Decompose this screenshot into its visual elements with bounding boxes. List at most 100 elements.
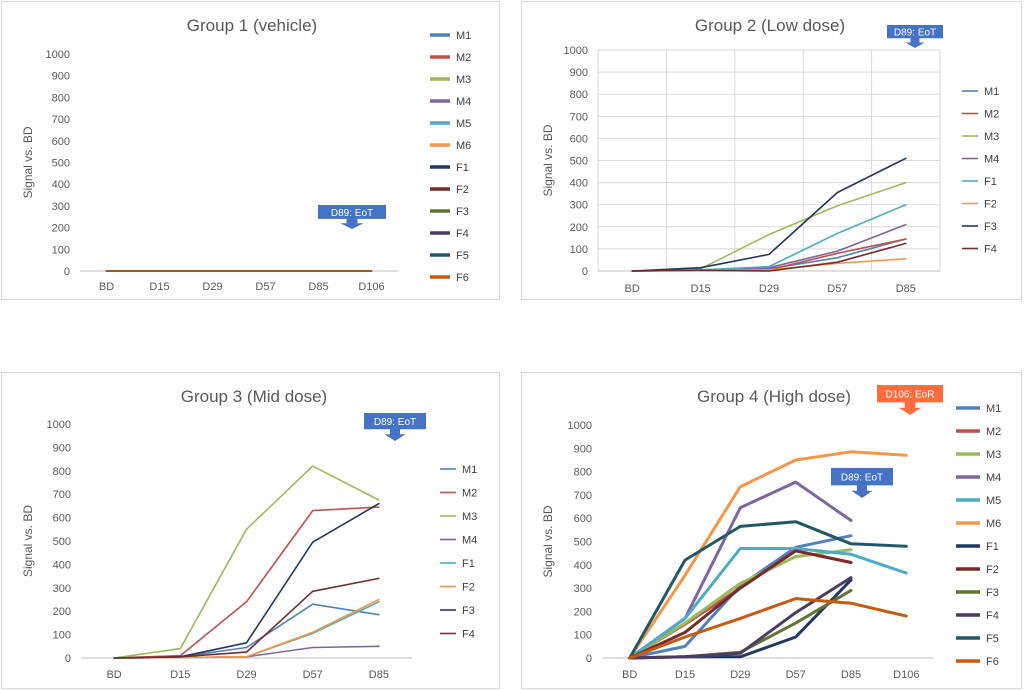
y-tick-label: 300 [53,583,71,595]
y-tick-label: 1000 [46,49,70,61]
legend-label: M3 [462,511,477,523]
y-tick-label: 500 [574,537,592,549]
chart-title: Group 4 (High dose) [697,387,851,406]
legend-label: F1 [986,541,999,553]
legend: M1 M2 M3 M4 M5 M6 F1 F2 F3 F4 F5 F6 [956,403,1001,668]
callout: D89: EoT [831,468,893,498]
y-tick-label: 700 [52,114,70,126]
chart-panel-group-2: Group 2 (Low dose) 0 100 200 300 400 500 600 700… [521,1,1022,300]
legend-label: F2 [456,184,469,196]
legend-label: F4 [456,228,469,240]
x-tick-label: D29 [202,281,222,293]
y-tick-label: 400 [52,179,70,191]
series-line-f3 [631,157,907,272]
legend-label: F1 [456,162,469,174]
legend-label: M4 [986,472,1001,484]
y-tick-label: 500 [52,158,70,170]
legend-label: M4 [462,535,477,547]
y-tick-label: 100 [574,630,592,642]
y-tick-label: 1000 [47,419,71,431]
legend-label: F2 [984,199,997,211]
legend-label: F1 [984,176,997,188]
x-tick-label: D15 [691,283,711,295]
chart-svg: Group 4 (High dose) 0 100 200 300 400 500 600 70… [541,385,1001,681]
y-tick-label: 700 [570,111,588,123]
legend-label: F2 [986,564,999,576]
chart-svg: Group 2 (Low dose) 0 100 200 300 400 500 600 700… [541,16,999,295]
y-tick-label: 600 [574,513,592,525]
chart-title: Group 1 (vehicle) [187,16,317,35]
legend-label: M2 [986,426,1001,438]
y-tick-label: 1000 [568,420,592,432]
callout-arrow [364,413,426,441]
y-tick-label: 400 [574,560,592,572]
chart-panel-group-1: Group 1 (vehicle) 0 100 200 300 400 500 600 700 8… [1,1,500,300]
chart-svg: Group 3 (Mid dose) 0 100 200 300 400 500 600 700… [21,387,477,681]
x-tick-label: D57 [303,669,323,681]
x-tick-label: D29 [759,283,779,295]
legend: M1 M2 M3 M4 F1 F2 F3 F4 [440,464,477,641]
callout-label: D89: EoT [331,208,373,219]
y-tick-label: 200 [570,222,588,234]
series-line-m4 [628,480,853,660]
y-tick-label: 900 [52,71,70,83]
x-tick-label: D85 [896,283,916,295]
legend-label: F3 [986,587,999,599]
x-tick-label: D29 [730,669,750,681]
y-tick-label: 500 [53,536,71,548]
legend-label: M2 [462,488,477,500]
chart-panel-group-3: Group 3 (Mid dose) 0 100 200 300 400 500 600 700… [1,372,500,689]
legend-label: M1 [986,403,1001,415]
x-tick-label: D57 [827,283,847,295]
legend-label: F5 [456,250,469,262]
series-line-f4 [113,577,380,659]
legend-label: M3 [986,449,1001,461]
legend-label: F4 [986,610,999,622]
legend-label: F6 [986,656,999,668]
series-line-f5 [628,520,908,660]
series-line-f3 [113,502,380,659]
legend-label: M2 [456,52,471,64]
y-tick-label: 800 [570,89,588,101]
legend-label: M1 [456,30,471,42]
series-line-f2 [628,549,853,660]
x-tick-label: BD [99,281,114,293]
y-tick-label: 300 [570,200,588,212]
x-tick-label: D85 [841,669,861,681]
series-line-f4 [631,242,907,272]
x-tick-label: BD [622,669,637,681]
legend-label: F6 [456,272,469,284]
legend-label: F4 [462,629,475,641]
y-tick-label: 900 [574,443,592,455]
y-tick-label: 100 [52,244,70,256]
y-tick-label: 600 [570,133,588,145]
series-line-f1 [113,601,380,659]
legend-label: M5 [986,495,1001,507]
series-line-m5 [628,547,908,660]
legend: M1 M2 M3 M4 F1 F2 F3 F4 [962,86,999,256]
x-tick-label: D106 [893,669,919,681]
x-tick-label: D85 [308,281,328,293]
legend-label: F1 [462,558,475,570]
legend: M1 M2 M3 M4 M5 M6 F1 F2 F3 F4 F5 F6 [430,30,471,284]
chart-title: Group 3 (Mid dose) [181,387,327,406]
y-axis-label: Signal vs. BD [541,505,555,577]
callout-arrow [887,25,943,48]
y-axis-label: Signal vs. BD [21,505,35,577]
y-tick-label: 700 [53,489,71,501]
y-tick-label: 1000 [564,45,588,57]
y-tick-label: 100 [570,244,588,256]
y-tick-label: 700 [574,490,592,502]
x-tick-label: BD [625,283,640,295]
legend-label: F2 [462,582,475,594]
y-tick-label: 300 [52,201,70,213]
legend-label: M3 [456,74,471,86]
y-tick-label: 400 [570,178,588,190]
legend-label: M3 [984,131,999,143]
y-tick-label: 400 [53,559,71,571]
y-tick-label: 900 [53,442,71,454]
y-tick-label: 0 [64,266,70,278]
x-tick-label: D57 [255,281,275,293]
series-line-m6 [628,450,908,660]
x-tick-label: D15 [149,281,169,293]
